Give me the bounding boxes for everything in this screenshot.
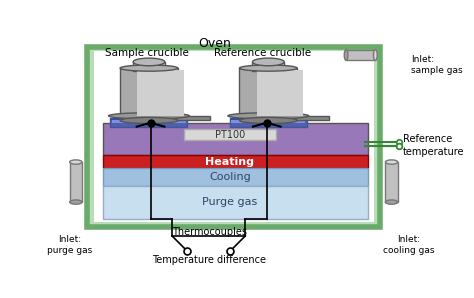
Text: Oven: Oven bbox=[198, 37, 231, 50]
Ellipse shape bbox=[239, 65, 297, 71]
Bar bbox=[110, 118, 188, 120]
Bar bbox=[87, 47, 380, 227]
Bar bbox=[385, 162, 398, 202]
Text: Purge gas: Purge gas bbox=[202, 198, 257, 207]
Text: Reference crucible: Reference crucible bbox=[214, 48, 311, 58]
Bar bbox=[103, 168, 368, 186]
Bar bbox=[129, 116, 210, 120]
Text: Reference
temperature: Reference temperature bbox=[403, 134, 465, 157]
Ellipse shape bbox=[228, 113, 309, 119]
Ellipse shape bbox=[70, 200, 82, 204]
Ellipse shape bbox=[385, 200, 398, 204]
Ellipse shape bbox=[70, 160, 82, 164]
Bar bbox=[94, 51, 374, 222]
Ellipse shape bbox=[253, 58, 284, 66]
Text: Inlet:
purge gas: Inlet: purge gas bbox=[47, 235, 92, 255]
Text: Thermocouples: Thermocouples bbox=[172, 227, 246, 237]
Bar bbox=[133, 62, 165, 71]
Bar bbox=[346, 50, 375, 60]
Bar bbox=[230, 118, 307, 120]
Bar bbox=[137, 70, 183, 116]
Ellipse shape bbox=[120, 65, 178, 71]
Ellipse shape bbox=[239, 117, 297, 124]
Bar bbox=[248, 116, 329, 120]
Ellipse shape bbox=[133, 58, 165, 66]
Bar bbox=[183, 129, 276, 140]
Text: Sample crucible: Sample crucible bbox=[105, 48, 189, 58]
Bar bbox=[231, 120, 305, 123]
Ellipse shape bbox=[374, 50, 377, 60]
Text: Temperature difference: Temperature difference bbox=[152, 255, 266, 265]
Text: Cooling: Cooling bbox=[209, 172, 251, 182]
Ellipse shape bbox=[344, 50, 348, 60]
Text: Inlet:
cooling gas: Inlet: cooling gas bbox=[383, 235, 434, 255]
Bar bbox=[239, 68, 297, 117]
Bar bbox=[112, 120, 186, 123]
Bar bbox=[110, 118, 188, 127]
Bar bbox=[253, 62, 284, 71]
Bar bbox=[70, 162, 82, 202]
Ellipse shape bbox=[120, 117, 178, 124]
Bar bbox=[103, 186, 368, 219]
Text: Inlet:
sample gas: Inlet: sample gas bbox=[411, 55, 463, 75]
Ellipse shape bbox=[385, 160, 398, 164]
Bar bbox=[230, 118, 307, 127]
Text: PT100: PT100 bbox=[215, 130, 245, 140]
Bar bbox=[120, 68, 178, 117]
Ellipse shape bbox=[109, 113, 190, 119]
Bar bbox=[103, 155, 368, 168]
Text: Heating: Heating bbox=[205, 157, 255, 167]
Bar bbox=[103, 123, 368, 155]
Bar bbox=[257, 70, 303, 116]
